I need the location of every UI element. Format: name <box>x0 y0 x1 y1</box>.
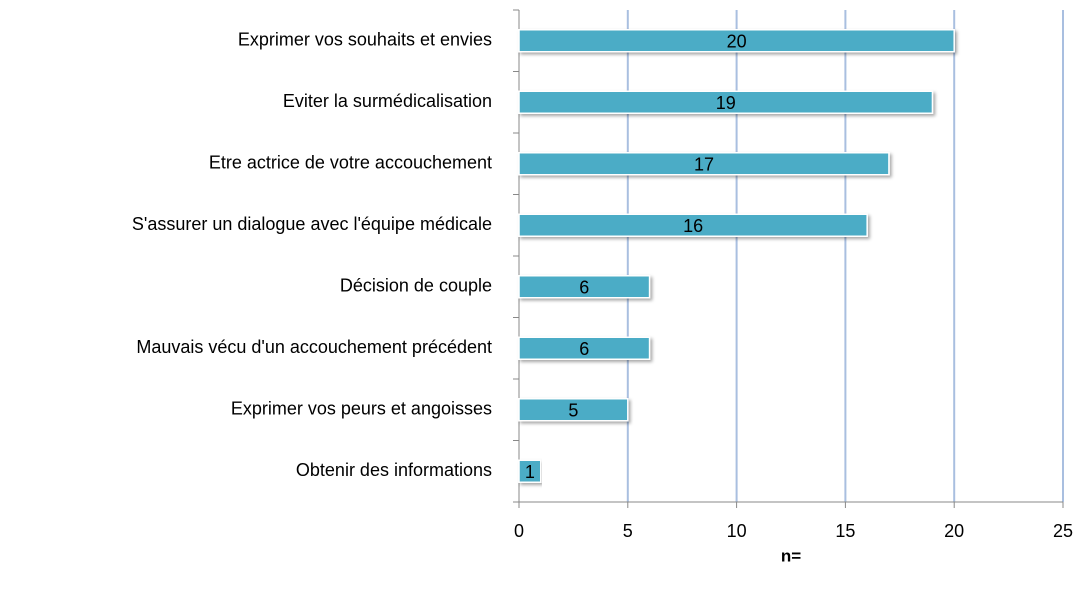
x-tick-label: 20 <box>944 521 964 541</box>
bar <box>518 398 629 422</box>
bar <box>518 213 868 237</box>
x-tick-label: 25 <box>1053 521 1073 541</box>
value-label: 20 <box>727 32 747 52</box>
x-tick-label: 5 <box>623 521 633 541</box>
y-tick-label: Exprimer vos souhaits et envies <box>238 30 492 50</box>
bar <box>518 29 955 53</box>
bar <box>518 90 934 114</box>
bar <box>518 336 651 360</box>
y-tick-label: Etre actrice de votre accouchement <box>209 153 492 173</box>
bar <box>518 459 542 483</box>
x-axis-label: n= <box>781 546 801 565</box>
value-label: 19 <box>716 93 736 113</box>
y-tick-label: Mauvais vécu d'un accouchement précédent <box>136 337 492 357</box>
x-tick-label: 15 <box>835 521 855 541</box>
y-tick-label: S'assurer un dialogue avec l'équipe médi… <box>132 214 492 234</box>
value-label: 6 <box>579 278 589 298</box>
bar <box>518 275 651 299</box>
value-label: 6 <box>579 339 589 359</box>
value-label: 5 <box>568 401 578 421</box>
value-label: 1 <box>525 462 535 482</box>
value-label: 17 <box>694 155 714 175</box>
y-tick-label: Obtenir des informations <box>296 460 492 480</box>
y-tick-label: Décision de couple <box>340 276 492 296</box>
x-tick-label: 10 <box>727 521 747 541</box>
bar <box>518 152 890 176</box>
value-label: 16 <box>683 216 703 236</box>
x-tick-label: 0 <box>514 521 524 541</box>
y-tick-label: Eviter la surmédicalisation <box>283 91 492 111</box>
y-tick-label: Exprimer vos peurs et angoisses <box>231 399 492 419</box>
